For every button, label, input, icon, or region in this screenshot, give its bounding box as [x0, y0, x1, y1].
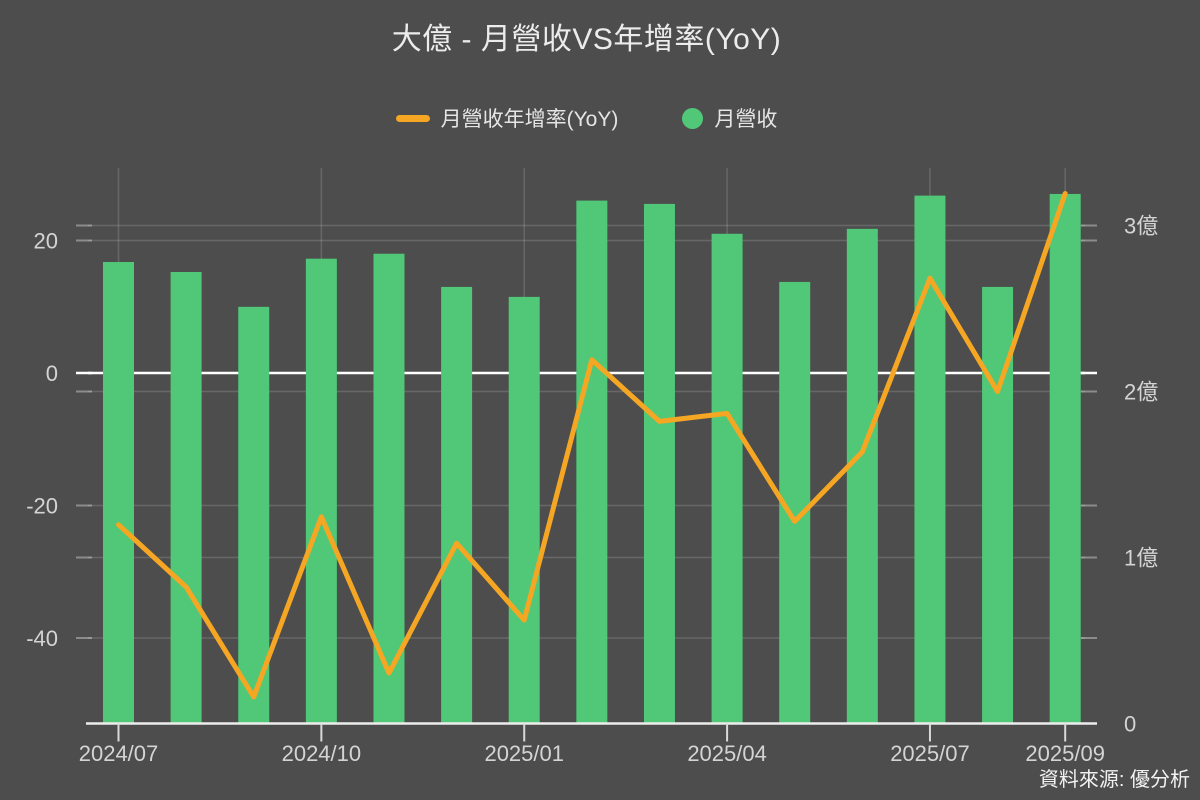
revenue-bar-2024/10 [305, 258, 337, 724]
revenue-bar-2025/01 [508, 296, 540, 724]
legend-label-revenue: 月營收 [714, 108, 778, 131]
legend-item-revenue[interactable]: 月營收 [682, 103, 777, 133]
x-axis-label-2025/04: 2025/04 [687, 741, 767, 766]
yoy-line [116, 190, 1068, 700]
left-axis-label-0: 0 [46, 361, 58, 386]
right-axis-label-2: 2億 [1124, 380, 1158, 405]
left-axis-label-20: 20 [34, 229, 58, 254]
revenue-bar-2024/12 [441, 286, 473, 724]
x-axis-label-2025/01: 2025/01 [484, 741, 564, 766]
revenue-bar-2024/08 [170, 271, 202, 724]
revenue-bar-2025/03 [643, 203, 675, 724]
source-note: 資料來源: 優分析 [1038, 769, 1190, 791]
revenue-bar-2024/07 [103, 262, 134, 724]
chart-title: 大億 - 月營收VS年增率(YoY) [391, 23, 782, 56]
legend-item-yoy[interactable]: 月營收年增率(YoY) [395, 103, 619, 133]
bar-series-marker-icon [682, 107, 704, 129]
legend: 月營收年增率(YoY) 月營收 [0, 103, 1173, 133]
right-axis-label-3: 3億 [1124, 214, 1158, 239]
revenue-bar-2025/07 [914, 195, 946, 724]
revenue-bar-2025/04 [711, 233, 743, 724]
right-axis-label-0: 0 [1124, 712, 1136, 737]
left-axis-label--20: -20 [26, 494, 58, 519]
left-axis-label--40: -40 [26, 626, 58, 651]
revenue-bar-2024/09 [238, 306, 270, 724]
line-series-marker-icon [395, 114, 430, 122]
revenue-bar-2025/06 [846, 228, 878, 724]
x-axis-label-2024/10: 2024/10 [282, 741, 362, 766]
revenue-bar-2025/09 [1049, 193, 1081, 724]
x-axis-label-2024/07: 2024/07 [79, 741, 159, 766]
x-axis-label-2025/09: 2025/09 [1025, 741, 1105, 766]
legend-label-yoy: 月營收年增率(YoY) [440, 108, 619, 131]
revenue-bar-2025/02 [576, 200, 608, 724]
x-axis-label-2025/07: 2025/07 [890, 741, 970, 766]
right-axis-label-1: 1億 [1124, 546, 1158, 571]
